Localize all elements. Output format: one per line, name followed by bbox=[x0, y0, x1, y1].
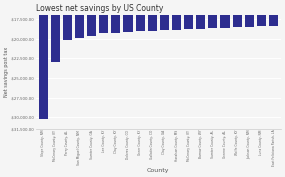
Text: Lowest net savings by US County: Lowest net savings by US County bbox=[36, 4, 163, 13]
Bar bbox=[63, 0, 72, 40]
Bar bbox=[221, 0, 230, 28]
Y-axis label: Net savings post tax: Net savings post tax bbox=[4, 47, 9, 97]
Bar bbox=[99, 0, 108, 33]
Bar bbox=[51, 0, 60, 62]
Bar bbox=[87, 0, 96, 36]
Bar bbox=[123, 0, 133, 32]
Bar bbox=[233, 0, 242, 27]
Bar bbox=[208, 0, 217, 28]
Bar bbox=[245, 0, 254, 27]
Bar bbox=[257, 0, 266, 26]
X-axis label: County: County bbox=[147, 168, 170, 173]
Bar bbox=[269, 0, 278, 25]
Bar bbox=[160, 0, 169, 30]
Bar bbox=[38, 0, 48, 119]
Bar bbox=[172, 0, 181, 30]
Bar bbox=[111, 0, 121, 33]
Bar bbox=[148, 0, 157, 31]
Bar bbox=[184, 0, 193, 29]
Bar bbox=[75, 0, 84, 38]
Bar bbox=[196, 0, 205, 29]
Bar bbox=[136, 0, 145, 31]
